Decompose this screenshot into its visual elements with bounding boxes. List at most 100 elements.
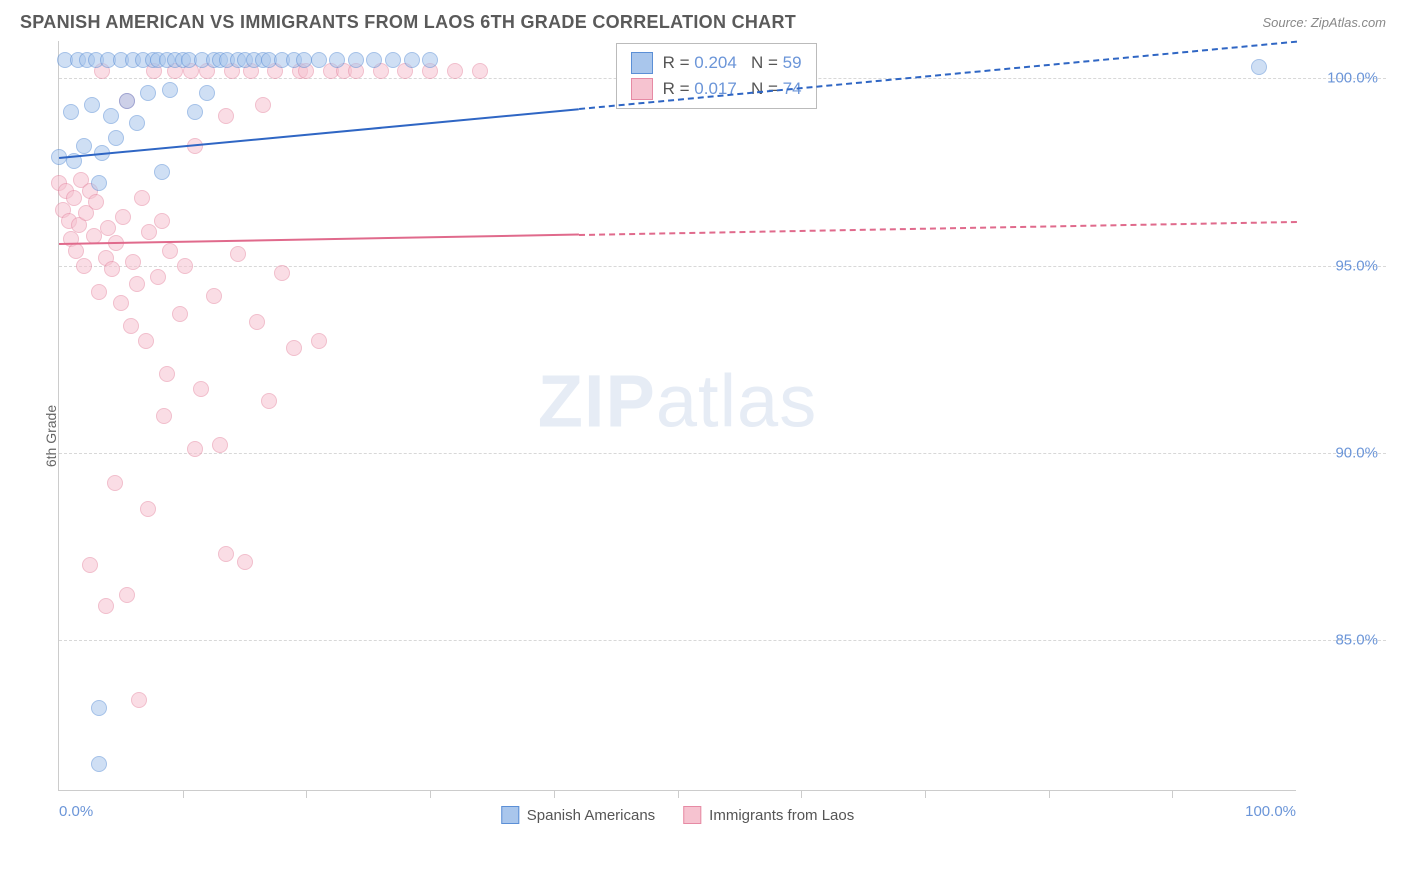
series-a-point <box>1251 59 1267 75</box>
trendline-b <box>579 221 1296 236</box>
series-b-point <box>131 692 147 708</box>
legend-swatch <box>631 52 653 74</box>
legend-label: Immigrants from Laos <box>709 807 854 824</box>
series-a-point <box>187 104 203 120</box>
series-b-point <box>82 557 98 573</box>
legend-swatch <box>501 806 519 824</box>
legend-swatch <box>631 78 653 100</box>
series-a-point <box>129 115 145 131</box>
series-b-point <box>150 269 166 285</box>
legend-label: Spanish Americans <box>527 807 655 824</box>
series-b-point <box>138 333 154 349</box>
x-tick <box>554 790 555 798</box>
y-tick-label: 95.0% <box>1335 257 1378 274</box>
series-b-point <box>154 213 170 229</box>
series-b-point <box>177 258 193 274</box>
series-b-point <box>206 288 222 304</box>
series-a-point <box>422 52 438 68</box>
series-a-point <box>108 130 124 146</box>
x-tick <box>306 790 307 798</box>
series-b-point <box>88 194 104 210</box>
correlation-stat-box: R = 0.204 N = 59R = 0.017 N = 74 <box>616 43 817 109</box>
series-b-point <box>237 554 253 570</box>
x-tick <box>183 790 184 798</box>
series-b-point <box>123 318 139 334</box>
series-b-point <box>115 209 131 225</box>
y-tick-label: 100.0% <box>1327 70 1378 87</box>
series-a-point <box>140 85 156 101</box>
r-label: R = 0.204 N = 59 <box>663 53 802 73</box>
series-a-point <box>366 52 382 68</box>
x-tick <box>1172 790 1173 798</box>
series-b-point <box>218 108 234 124</box>
series-a-point <box>348 52 364 68</box>
trendline-b <box>59 234 579 245</box>
correlation-chart: 6th Grade ZIPatlas 100.0%95.0%90.0%85.0%… <box>48 41 1386 831</box>
series-b-point <box>156 408 172 424</box>
source-attribution: Source: ZipAtlas.com <box>1262 15 1386 30</box>
series-b-point <box>129 276 145 292</box>
series-b-point <box>162 243 178 259</box>
gridline <box>59 640 1386 641</box>
series-b-point <box>159 366 175 382</box>
series-b-point <box>107 475 123 491</box>
legend-item: Spanish Americans <box>501 806 655 824</box>
gridline <box>59 453 1386 454</box>
x-tick <box>678 790 679 798</box>
x-tick <box>1049 790 1050 798</box>
series-b-point <box>212 437 228 453</box>
series-legend: Spanish Americans Immigrants from Laos <box>501 806 854 824</box>
series-b-point <box>134 190 150 206</box>
plot-area: ZIPatlas 100.0%95.0%90.0%85.0%0.0%100.0%… <box>58 41 1296 791</box>
series-b-point <box>119 587 135 603</box>
series-b-point <box>104 261 120 277</box>
series-b-point <box>140 501 156 517</box>
y-tick-label: 85.0% <box>1335 632 1378 649</box>
series-b-point <box>100 220 116 236</box>
series-a-point <box>404 52 420 68</box>
series-a-point <box>199 85 215 101</box>
x-tick-label-min: 0.0% <box>59 803 93 820</box>
watermark: ZIPatlas <box>538 358 817 443</box>
series-a-point <box>103 108 119 124</box>
series-b-point <box>98 598 114 614</box>
series-a-point <box>154 164 170 180</box>
series-a-point <box>119 93 135 109</box>
y-axis-label: 6th Grade <box>43 405 59 467</box>
series-b-point <box>172 306 188 322</box>
series-b-point <box>447 63 463 79</box>
page-title: SPANISH AMERICAN VS IMMIGRANTS FROM LAOS… <box>20 12 796 33</box>
x-tick <box>430 790 431 798</box>
series-a-point <box>91 700 107 716</box>
series-a-point <box>329 52 345 68</box>
series-a-point <box>385 52 401 68</box>
series-b-point <box>68 243 84 259</box>
series-b-point <box>91 284 107 300</box>
series-b-point <box>286 340 302 356</box>
series-b-point <box>76 258 92 274</box>
series-b-point <box>141 224 157 240</box>
y-tick-label: 90.0% <box>1335 444 1378 461</box>
series-b-point <box>274 265 290 281</box>
x-tick-label-max: 100.0% <box>1245 803 1296 820</box>
gridline <box>59 266 1386 267</box>
x-tick <box>925 790 926 798</box>
series-a-point <box>91 175 107 191</box>
series-b-point <box>193 381 209 397</box>
series-a-point <box>91 756 107 772</box>
series-b-point <box>187 441 203 457</box>
series-a-point <box>311 52 327 68</box>
series-a-point <box>162 82 178 98</box>
series-a-point <box>63 104 79 120</box>
series-b-point <box>66 190 82 206</box>
series-b-point <box>261 393 277 409</box>
series-b-point <box>472 63 488 79</box>
series-b-point <box>113 295 129 311</box>
series-b-point <box>230 246 246 262</box>
legend-item: Immigrants from Laos <box>683 806 854 824</box>
series-b-point <box>311 333 327 349</box>
series-b-point <box>255 97 271 113</box>
x-tick <box>801 790 802 798</box>
series-b-point <box>249 314 265 330</box>
series-b-point <box>218 546 234 562</box>
